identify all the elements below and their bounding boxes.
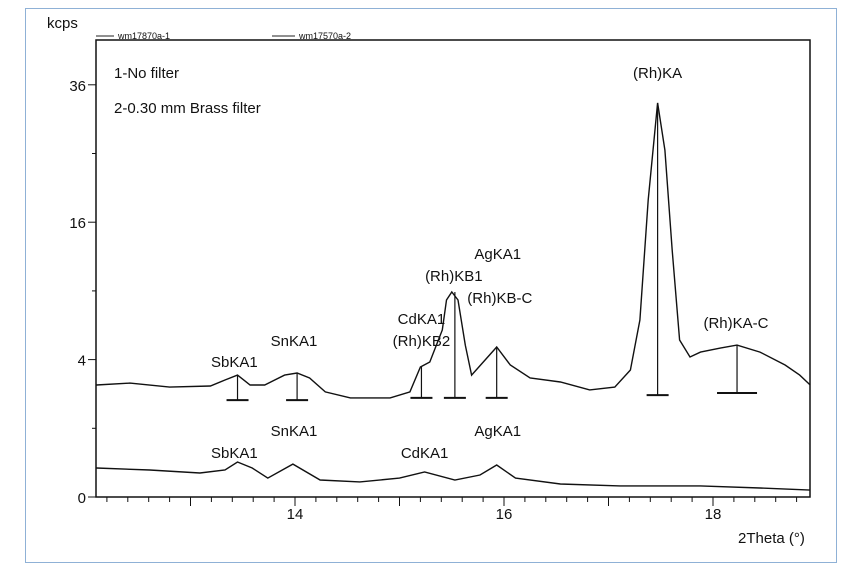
plot-area: [95, 39, 811, 498]
peak-label: AgKA1: [474, 246, 521, 263]
y-tick-label: 0: [78, 490, 86, 507]
peak-label: (Rh)KB1: [425, 268, 483, 285]
peak-label: CdKA1: [401, 445, 449, 462]
peak-label: SnKA1: [271, 423, 318, 440]
peak-label: SbKA1: [211, 354, 258, 371]
x-tick-label: 18: [705, 506, 722, 523]
y-axis-label: kcps: [47, 15, 78, 32]
note-1: 1-No filter: [114, 65, 179, 82]
chart-frame: [25, 8, 837, 563]
peak-label: SbKA1: [211, 445, 258, 462]
peak-label: (Rh)KB-C: [467, 290, 532, 307]
y-tick-label: 16: [69, 215, 86, 232]
peak-label: (Rh)KB2: [393, 333, 451, 350]
peak-label: (Rh)KA-C: [703, 315, 768, 332]
x-tick-label: 14: [287, 506, 304, 523]
x-tick-label: 16: [496, 506, 513, 523]
legend-label-2: wm17570a-2: [298, 31, 351, 41]
series-line-2: [96, 461, 811, 491]
peak-label: AgKA1: [474, 423, 521, 440]
peak-label: CdKA1: [398, 311, 446, 328]
note-2: 2-0.30 mm Brass filter: [114, 100, 261, 117]
peak-label: (Rh)KA: [633, 65, 682, 82]
y-tick-label: 36: [69, 78, 86, 95]
x-axis-label: 2Theta (°): [738, 530, 805, 547]
series-line-1: [96, 102, 811, 399]
peak-label: SnKA1: [271, 333, 318, 350]
y-tick-label: 4: [78, 353, 86, 370]
legend-label-1: wm17870a-1: [117, 31, 170, 41]
